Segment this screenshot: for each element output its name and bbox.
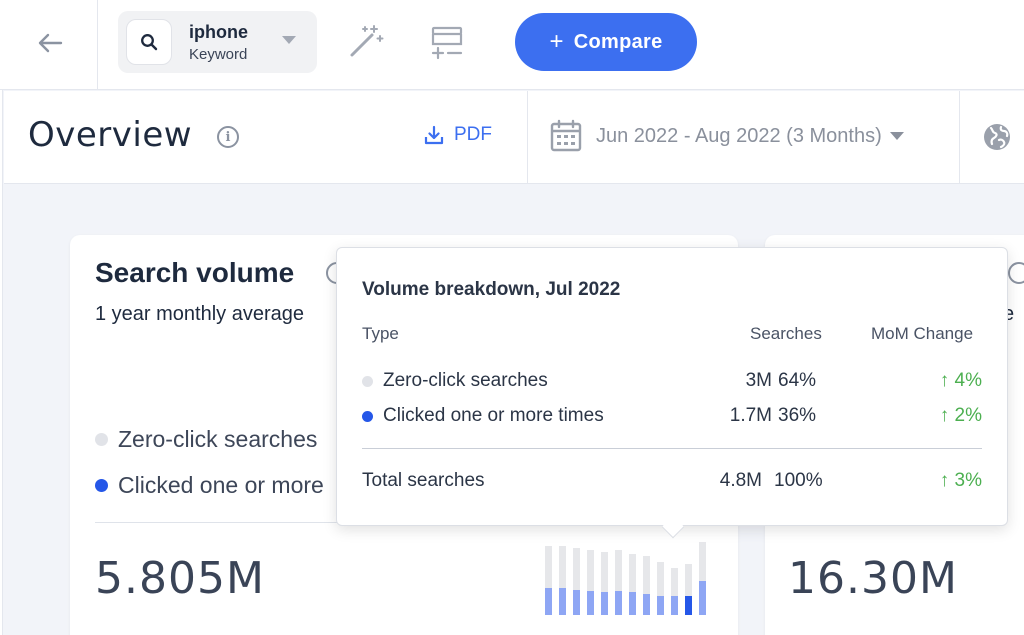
row-label: Clicked one or more times [362,405,604,427]
legend-label: Zero-click searches [118,426,318,452]
page-title: Overview [28,115,193,155]
second-metric-value: 16.30M [788,553,958,604]
bar-clicked [699,581,706,615]
divider [97,0,98,90]
overview-header: Overview i PDF Jun 2022 - Aug 2022 (3 Mo… [4,91,1024,184]
bar-zero-click [685,564,692,596]
download-icon [424,125,444,145]
left-rail [0,0,3,635]
legend-dot [95,433,108,446]
keyword-type: Keyword [189,46,248,63]
bar-zero-click [629,554,636,592]
row-label-text: Clicked one or more times [383,405,604,426]
back-button[interactable] [22,22,78,64]
bar-zero-click [587,550,594,591]
search-icon-box [126,19,172,65]
magic-wand-button[interactable] [348,24,384,62]
bar-zero-click [559,546,566,588]
bar-zero-click [699,542,706,581]
total-percent: 100% [774,470,823,491]
total-row: Total searches 4.8M 100% ↑ 3% [362,470,982,494]
pdf-export-button[interactable]: PDF [424,124,492,146]
bar-clicked [559,588,566,615]
legend-zero-click: Zero-click searches [95,426,317,453]
date-range-selector[interactable]: Jun 2022 - Aug 2022 (3 Months) [550,119,904,153]
bar-clicked [573,590,580,615]
legend-dot [362,410,373,422]
column-header-type: Type [362,324,399,343]
legend-clicked: Clicked one or more [95,472,324,499]
globe-icon [984,124,1010,150]
info-icon[interactable] [1008,262,1024,284]
search-icon [141,34,158,51]
bar-clicked [629,592,636,615]
bar-clicked [587,591,594,615]
bar-zero-click [671,568,678,596]
bar-zero-click [643,556,650,594]
date-range-label: Jun 2022 - Aug 2022 (3 Months) [596,124,882,147]
chevron-down-icon [282,36,296,44]
row-percent: 64% [778,370,817,391]
divider [527,91,528,183]
divider [362,448,982,449]
magic-wand-icon [350,25,384,57]
bar-clicked [615,591,622,615]
search-volume-value: 5.805M [95,553,265,604]
bar-clicked [657,596,664,615]
bar-clicked [671,596,678,615]
row-label: Zero-click searches [362,370,548,392]
chevron-down-icon [889,132,904,140]
bar-clicked [601,592,608,615]
tooltip-title: Volume breakdown, Jul 2022 [362,279,621,300]
legend-dot [95,479,108,492]
card-subtitle-fragment: e [1003,303,1015,325]
legend-dot [362,375,373,387]
card-subtitle: 1 year monthly average [95,303,305,325]
plus-icon: + [549,28,564,55]
row-percent: 36% [778,405,817,426]
info-icon[interactable]: i [217,126,239,148]
row-mom-change: ↑ 4% [939,370,982,391]
row-label-text: Zero-click searches [383,370,548,391]
bar-clicked [545,588,552,615]
bar-zero-click [601,552,608,592]
add-panel-button[interactable] [428,24,464,64]
divider [959,91,960,183]
compare-button[interactable]: + Compare [515,13,697,71]
add-panel-icon [431,26,463,60]
column-header-searches: Searches [750,324,822,343]
bar-zero-click [615,550,622,591]
bar-clicked [643,594,650,615]
bar-zero-click [573,548,580,590]
pdf-label: PDF [454,124,492,145]
arrow-left-icon [38,33,63,53]
bar-clicked [685,596,692,615]
monthly-volume-sparkline [545,542,706,615]
keyword-selector[interactable]: iphone Keyword [118,11,317,73]
total-mom-change: ↑ 3% [939,470,982,491]
top-toolbar: iphone Keyword + Compare [0,0,1024,90]
table-row: Zero-click searches 3M 64% ↑ 4% [362,370,982,394]
calendar-icon [550,119,582,152]
card-title: Search volume [95,257,295,288]
row-mom-change: ↑ 2% [939,405,982,426]
row-searches: 1.7M [729,405,772,426]
column-header-mom: MoM Change [871,324,974,343]
bar-zero-click [545,546,552,588]
bar-zero-click [657,562,664,596]
total-label: Total searches [362,470,485,491]
volume-breakdown-tooltip: Volume breakdown, Jul 2022 Type Searches… [336,247,1008,539]
region-button[interactable] [982,122,1012,156]
compare-label: Compare [573,30,663,53]
total-searches: 4.8M [719,470,762,491]
row-searches: 3M [745,370,772,391]
legend-label: Clicked one or more [118,472,324,498]
keyword-term: iphone [189,22,248,42]
table-row: Clicked one or more times 1.7M 36% ↑ 2% [362,405,982,429]
